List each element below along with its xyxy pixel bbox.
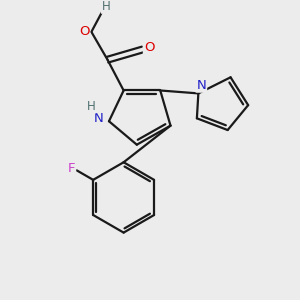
Text: O: O — [79, 26, 89, 38]
Text: N: N — [94, 112, 104, 125]
Text: H: H — [87, 100, 96, 112]
Text: O: O — [144, 41, 154, 55]
Text: H: H — [102, 0, 110, 13]
Text: N: N — [196, 79, 206, 92]
Text: F: F — [68, 162, 75, 176]
